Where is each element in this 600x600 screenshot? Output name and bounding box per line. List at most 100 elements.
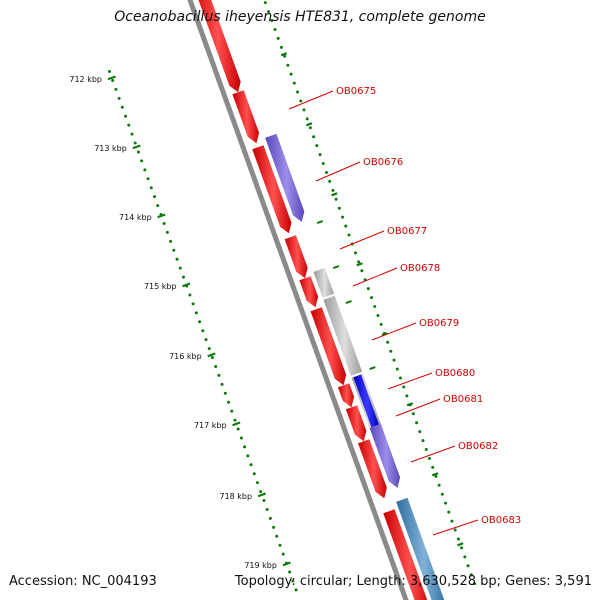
outer-scale-dot <box>473 582 477 586</box>
inner-scale-dot <box>201 329 205 333</box>
outer-scale-dot <box>437 483 441 487</box>
inner-scale-dot <box>153 195 157 199</box>
inner-major-tick <box>282 561 291 567</box>
inner-scale-dot <box>117 96 121 100</box>
outer-scale-dot <box>267 10 271 14</box>
inner-scale-dot <box>114 87 118 91</box>
inner-scale-dot <box>246 454 250 458</box>
inner-scale-dot <box>120 105 124 109</box>
outer-scale-dot <box>376 313 380 317</box>
gene-forward-arrow <box>284 235 308 279</box>
outer-scale-dot <box>421 439 425 443</box>
inner-scale-dot <box>294 588 298 592</box>
inner-scale-dot <box>165 230 169 234</box>
scale-label: 719 kbp <box>244 561 277 570</box>
inner-major-tick <box>207 352 216 358</box>
inner-scale-dot <box>136 150 140 154</box>
genome-title: Oceanobacillus iheyensis HTE831, complet… <box>114 9 486 25</box>
outer-scale-dot <box>469 573 473 577</box>
inner-scale-dot <box>188 293 192 297</box>
outer-scale-dot <box>324 170 328 174</box>
inner-scale-dot <box>262 499 266 503</box>
inner-scale-dot <box>239 436 243 440</box>
inner-scale-dot <box>140 159 144 163</box>
outer-scale-dot <box>360 269 364 273</box>
outer-scale-dot <box>334 197 338 201</box>
outer-scale-dot <box>276 36 280 40</box>
inner-scale-dot <box>127 123 131 127</box>
inner-scale-dot <box>178 266 182 270</box>
outer-scale-dot <box>299 99 303 103</box>
inner-scale-dot <box>146 177 150 181</box>
inner-major-tick <box>107 75 116 81</box>
inner-scale-dot <box>281 552 285 556</box>
outer-scale-dot <box>341 215 345 219</box>
outer-scale-dot <box>463 555 467 559</box>
inner-scale-dot <box>111 78 115 82</box>
outer-scale-dot <box>305 117 309 121</box>
inner-scale-dot <box>233 418 237 422</box>
inner-scale-dot <box>249 463 253 467</box>
scale-label: 716 kbp <box>169 352 202 361</box>
outer-scale-dot <box>279 45 283 49</box>
gene-label: OB0682 <box>458 441 498 452</box>
scale-label: 717 kbp <box>194 421 227 430</box>
inner-scale-dot <box>265 507 269 511</box>
lane-gap-tick <box>316 220 324 225</box>
outer-scale-dot <box>353 251 357 255</box>
gene-label: OB0678 <box>400 263 440 274</box>
gene-leader-line <box>371 322 417 341</box>
gene-leader-line <box>315 161 361 182</box>
gene-steelblue-segment <box>396 497 445 600</box>
inner-scale-dot <box>143 168 147 172</box>
gene-forward-arrow <box>232 90 260 144</box>
inner-major-tick <box>132 144 141 150</box>
inner-scale-dot <box>169 239 173 243</box>
inner-scale-dot <box>288 570 292 574</box>
inner-major-tick <box>157 213 166 219</box>
inner-scale-dot <box>220 382 224 386</box>
outer-scale-dot <box>286 63 290 67</box>
outer-scale-dot <box>386 340 390 344</box>
gene-blue-segment <box>353 374 379 428</box>
outer-scale-dot <box>373 305 377 309</box>
outer-scale-dot <box>289 72 293 76</box>
outer-scale-dot <box>456 537 460 541</box>
gene-label: OB0675 <box>336 86 376 97</box>
outer-scale-dot <box>296 90 300 94</box>
inner-major-tick <box>232 421 241 427</box>
inner-scale-dot <box>227 400 231 404</box>
outer-scale-dot <box>370 296 374 300</box>
outer-scale-dot <box>389 349 393 353</box>
inner-scale-dot <box>255 481 259 485</box>
outer-major-tick <box>381 332 388 337</box>
inner-scale-dot <box>156 204 160 208</box>
outer-scale-dot <box>415 421 419 425</box>
outer-scale-dot <box>450 519 454 523</box>
inner-scale-dot <box>223 391 227 395</box>
outer-scale-dot <box>392 358 396 362</box>
gene-leader-line <box>410 445 456 463</box>
outer-scale-dot <box>402 385 406 389</box>
inner-scale-dot <box>130 132 134 136</box>
inner-scale-dot <box>191 302 195 306</box>
gene-label: OB0680 <box>435 368 475 379</box>
gene-leader-line <box>288 90 334 110</box>
inner-scale-dot <box>275 534 279 538</box>
scale-label: 714 kbp <box>119 213 152 222</box>
gene-purple-segment <box>369 423 401 488</box>
outer-scale-dot <box>379 322 383 326</box>
outer-scale-dot <box>273 27 277 31</box>
lane-gap-tick <box>345 300 352 305</box>
inner-scale-dot <box>214 364 218 368</box>
gene-leader-line <box>352 267 398 287</box>
inner-scale-dot <box>230 409 234 413</box>
gene-forward-arrow <box>383 509 428 600</box>
gene-forward-arrow <box>337 383 355 408</box>
outer-scale-dot <box>444 501 448 505</box>
gene-label: OB0676 <box>363 157 403 168</box>
outer-scale-dot <box>453 528 457 532</box>
inner-major-tick <box>257 492 267 498</box>
